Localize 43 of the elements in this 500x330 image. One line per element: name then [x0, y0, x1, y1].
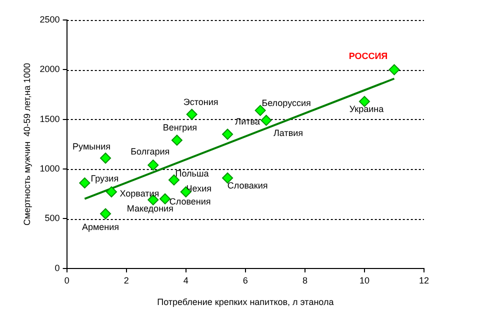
- data-label: Эстония: [183, 96, 218, 107]
- data-label: Грузия: [90, 173, 119, 184]
- y-axis-title: Смертность мужчин 40-59 лет,на 1000: [22, 62, 32, 226]
- point: [100, 152, 112, 164]
- point: [106, 186, 117, 198]
- data-label: Словакия: [227, 180, 268, 190]
- point: [79, 177, 90, 188]
- point: [148, 160, 159, 171]
- point: [186, 108, 198, 120]
- point: [222, 172, 234, 184]
- point: [222, 128, 234, 140]
- x-tick-label: 6: [242, 275, 248, 286]
- data-label: Болгария: [130, 146, 170, 157]
- point: [260, 114, 272, 126]
- data-label: Румыния: [72, 142, 111, 152]
- x-tick-label: 12: [418, 275, 430, 286]
- data-label: Украина: [349, 104, 384, 114]
- data-label: Польша: [175, 168, 209, 178]
- point: [171, 134, 182, 146]
- data-label: Латвия: [273, 128, 304, 138]
- data-label: Армения: [82, 222, 120, 232]
- x-tick-label: 4: [183, 275, 188, 286]
- point: [160, 193, 171, 204]
- x-tick-label: 2: [124, 275, 129, 286]
- data-label: Литва: [235, 116, 260, 127]
- point: [100, 208, 112, 220]
- x-tick-label: 8: [302, 275, 308, 286]
- point: [388, 64, 400, 76]
- y-tick-label: 1000: [40, 164, 60, 174]
- data-label: Венгрия: [162, 122, 198, 133]
- data-label: РОССИЯ: [348, 51, 388, 62]
- y-tick-label: 1500: [40, 114, 60, 124]
- y-tick-label: 2500: [40, 14, 60, 24]
- data-label: Чехия: [186, 183, 212, 194]
- data-label: Словения: [169, 196, 211, 206]
- y-tick-label: 500: [44, 213, 60, 224]
- data-label: Белоруссия: [262, 98, 311, 108]
- y-tick-label: 0: [54, 262, 60, 273]
- data-label: Хорватия: [120, 188, 160, 198]
- y-tick-label: 2000: [40, 64, 60, 74]
- x-axis-title: Потребление крепких напитков, л этанола: [157, 297, 334, 308]
- x-tick-label: 10: [359, 275, 370, 286]
- x-tick-label: 0: [64, 275, 70, 286]
